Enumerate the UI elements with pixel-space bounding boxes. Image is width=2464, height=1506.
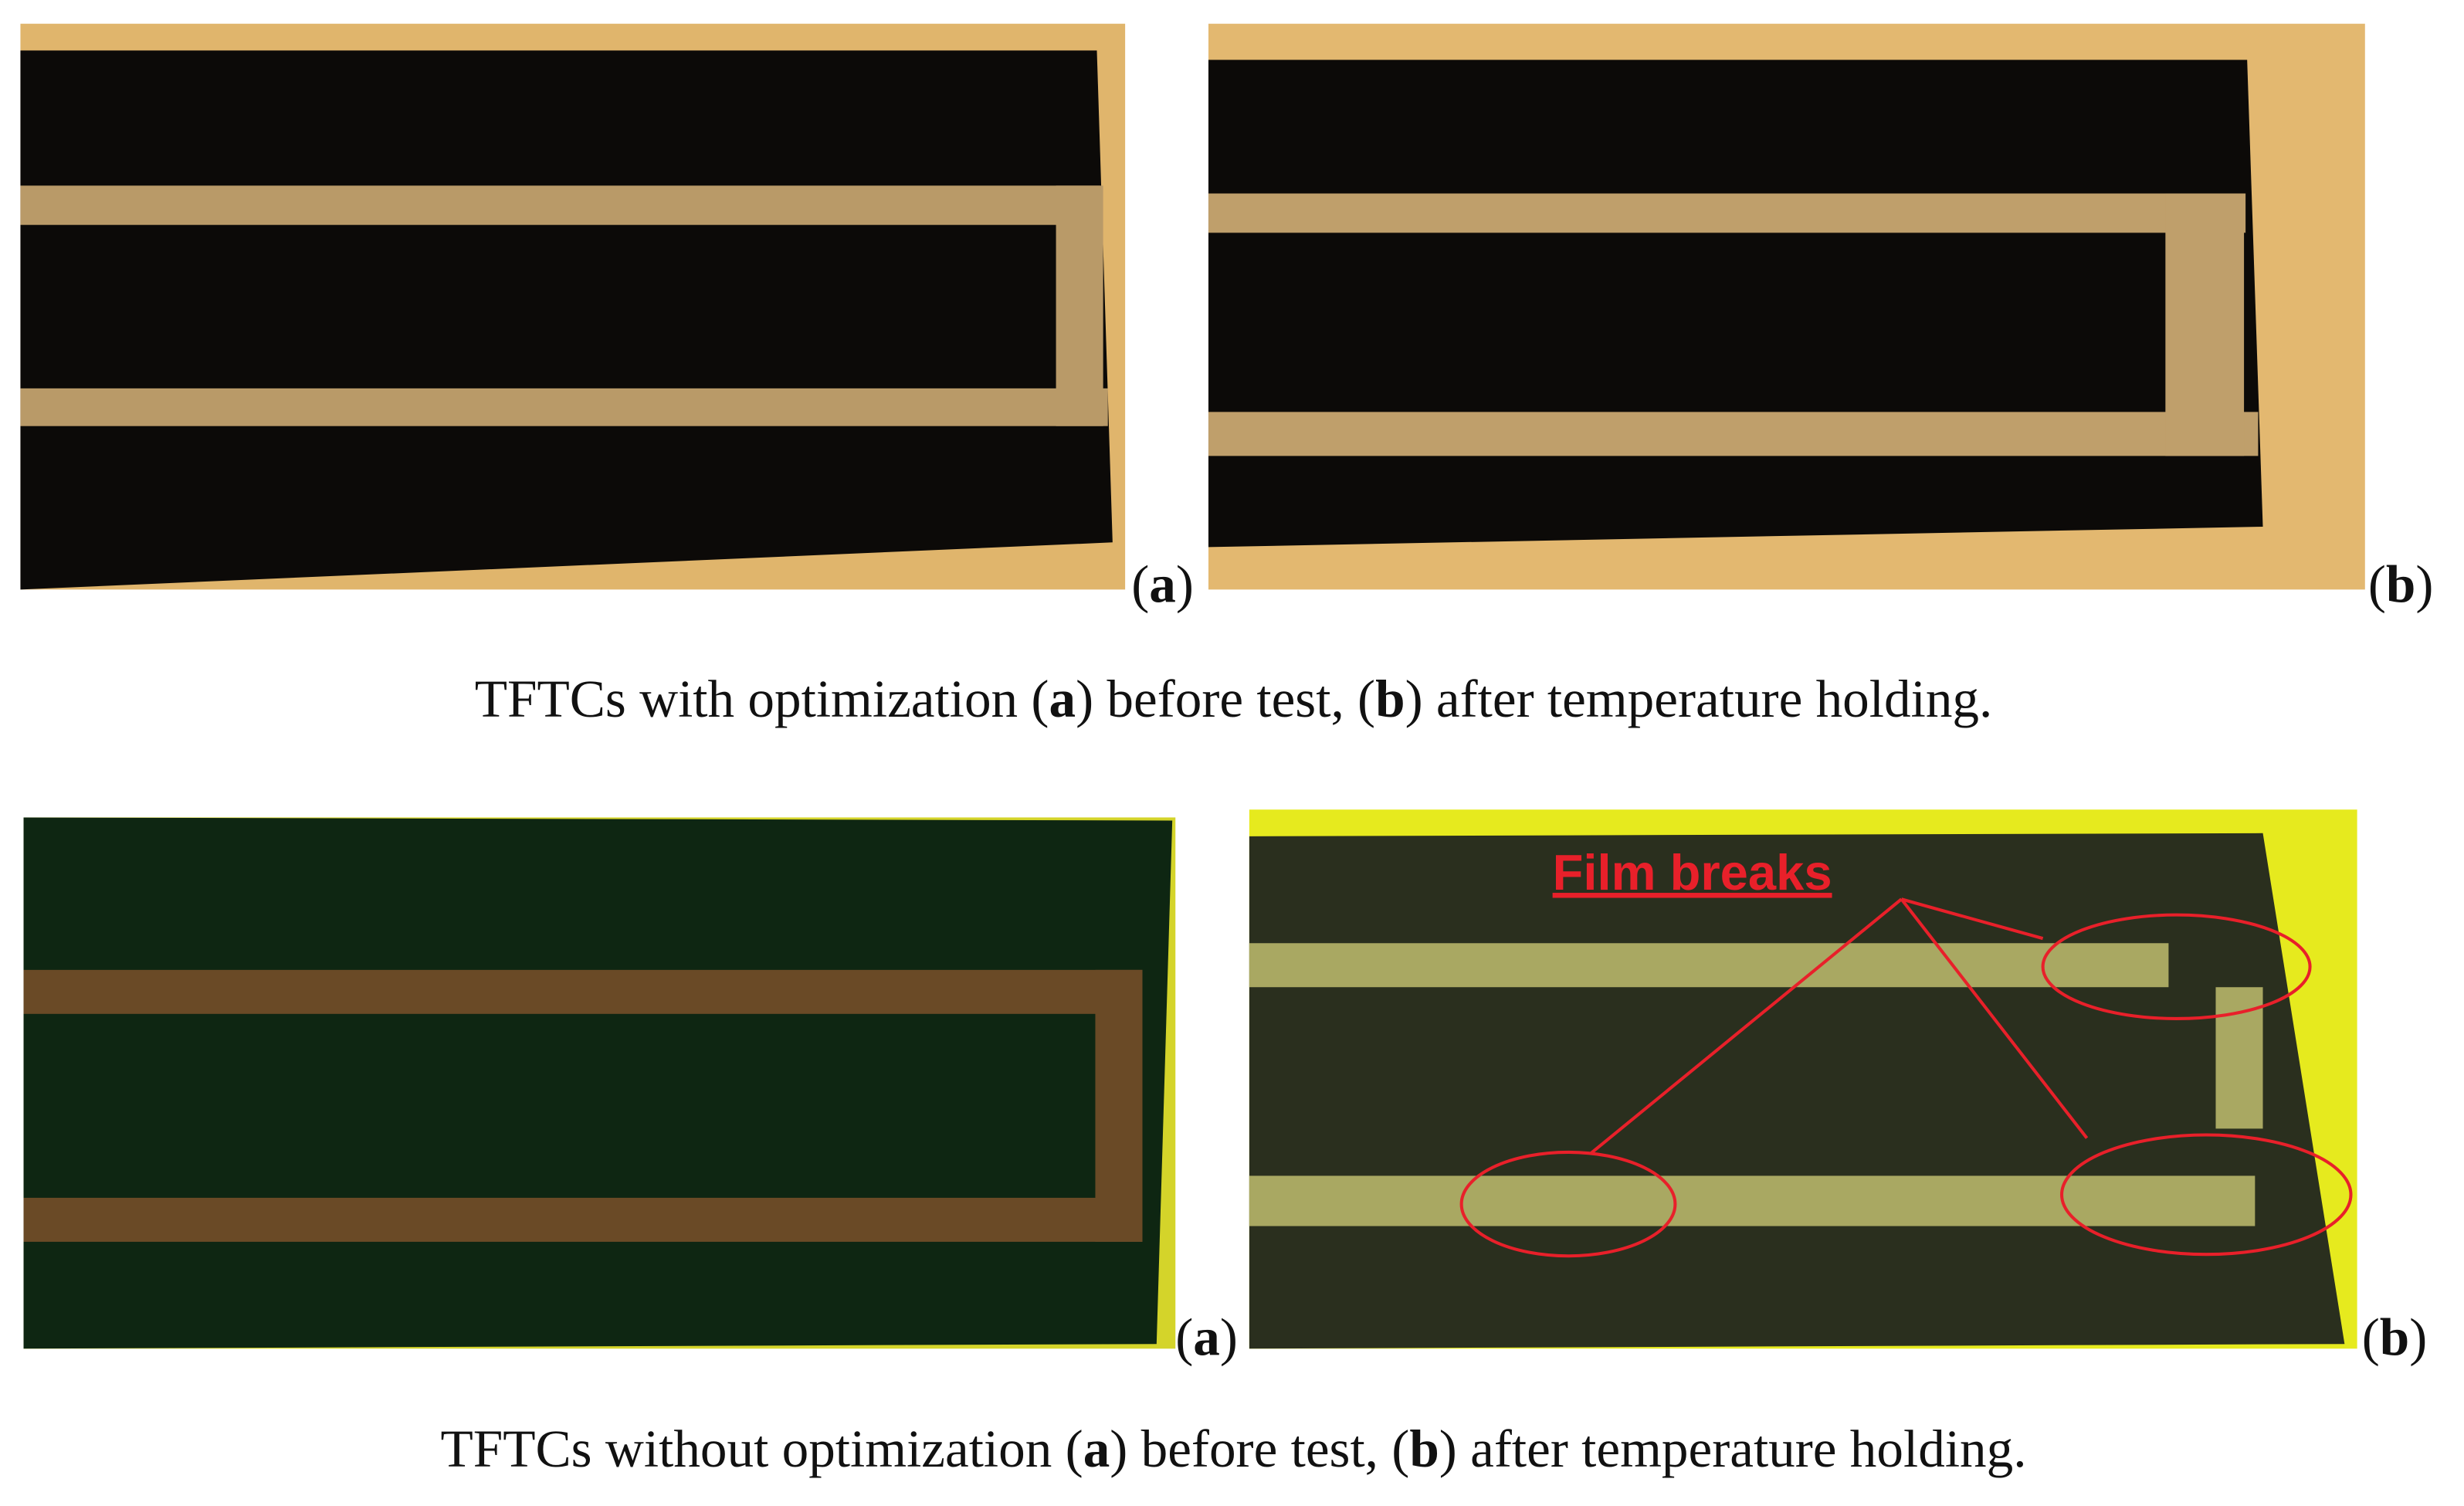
text-part: ) after temperature holding. xyxy=(1405,669,1993,728)
text-part: ( xyxy=(1131,555,1149,614)
text-part: ) before test, ( xyxy=(1076,669,1375,728)
panel-label: (b) xyxy=(2362,1307,2428,1366)
photo xyxy=(1208,23,2365,590)
text-part: TFTCs with optimization ( xyxy=(475,669,1049,728)
photo xyxy=(1249,809,2357,1349)
caption: TFTCs with optimization (a) before test,… xyxy=(475,669,1993,728)
text-part: b xyxy=(2380,1307,2409,1366)
panel-label: (a) xyxy=(1131,555,1194,614)
panel-label: (a) xyxy=(1175,1307,1238,1366)
text-part: ) xyxy=(1220,1307,1238,1366)
text-part: a xyxy=(1049,669,1076,728)
text-part: ( xyxy=(1175,1307,1193,1366)
text-part: ( xyxy=(2362,1307,2380,1366)
photo xyxy=(20,23,1126,590)
photo xyxy=(23,817,1176,1349)
annotation: Film breaks xyxy=(1553,844,1832,901)
text-part: ) xyxy=(2415,555,2433,614)
panel-label: (b) xyxy=(2368,555,2434,614)
caption: TFTCs without optimization (a) before te… xyxy=(441,1419,2027,1478)
text-part: ) xyxy=(2409,1307,2427,1366)
text-part: ) xyxy=(1176,555,1194,614)
text-part: a xyxy=(1149,555,1176,614)
text-part: ) before test, ( xyxy=(1110,1419,1409,1478)
text-part: b xyxy=(1409,1419,1439,1478)
text-part: a xyxy=(1193,1307,1220,1366)
text-part: ( xyxy=(2368,555,2386,614)
text-part: b xyxy=(2386,555,2415,614)
text-part: ) after temperature holding. xyxy=(1439,1419,2027,1478)
text-part: a xyxy=(1083,1419,1110,1478)
text-part: TFTCs without optimization ( xyxy=(441,1419,1083,1478)
text-part: b xyxy=(1375,669,1405,728)
